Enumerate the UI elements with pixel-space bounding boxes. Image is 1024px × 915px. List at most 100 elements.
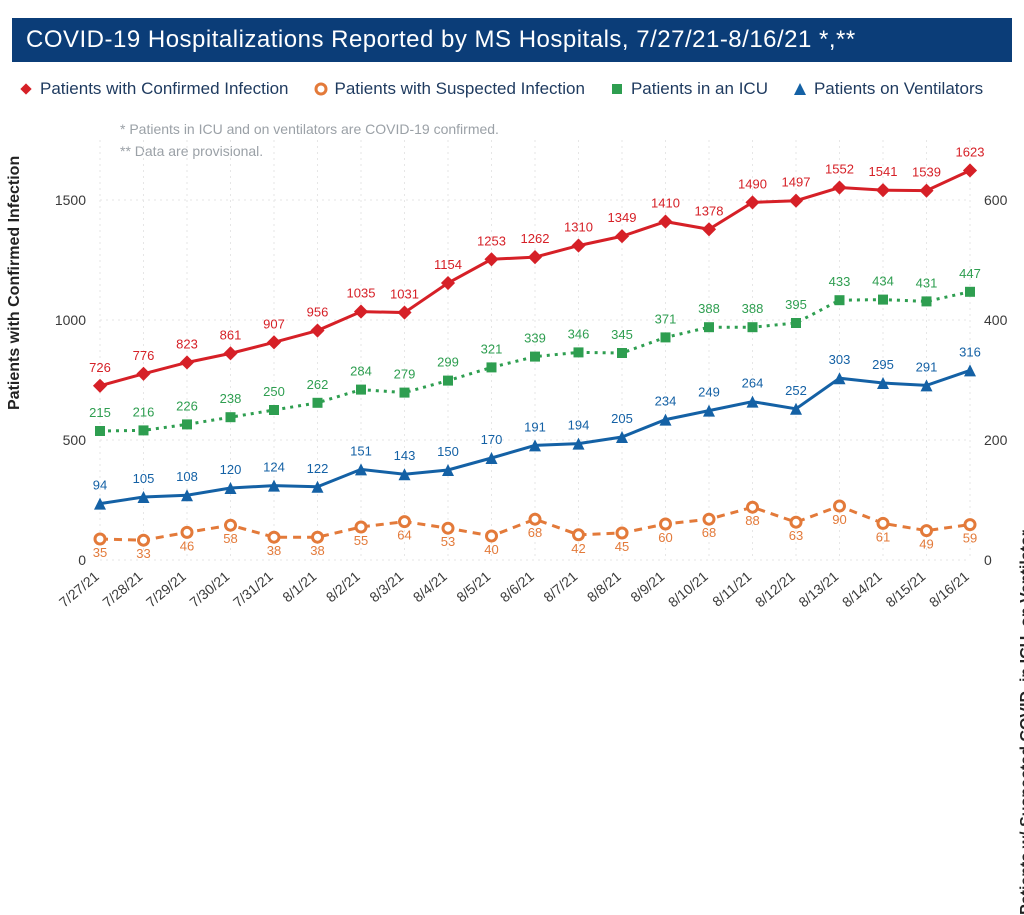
svg-text:303: 303 xyxy=(829,352,851,367)
svg-text:108: 108 xyxy=(176,469,198,484)
svg-text:42: 42 xyxy=(571,541,585,556)
svg-text:8/2/21: 8/2/21 xyxy=(323,568,363,605)
svg-text:7/28/21: 7/28/21 xyxy=(99,568,145,610)
svg-text:170: 170 xyxy=(481,432,503,447)
svg-text:1539: 1539 xyxy=(912,165,941,180)
svg-text:433: 433 xyxy=(829,274,851,289)
svg-text:262: 262 xyxy=(307,377,329,392)
svg-text:250: 250 xyxy=(263,384,285,399)
svg-text:63: 63 xyxy=(789,528,803,543)
svg-text:861: 861 xyxy=(220,327,242,342)
svg-text:1035: 1035 xyxy=(347,286,376,301)
svg-text:58: 58 xyxy=(223,531,237,546)
svg-text:388: 388 xyxy=(698,301,720,316)
svg-text:59: 59 xyxy=(963,531,977,546)
svg-text:234: 234 xyxy=(655,394,677,409)
svg-text:124: 124 xyxy=(263,460,285,475)
svg-text:1410: 1410 xyxy=(651,196,680,211)
svg-text:1154: 1154 xyxy=(434,257,462,272)
svg-text:299: 299 xyxy=(437,355,459,370)
svg-text:431: 431 xyxy=(916,275,938,290)
svg-text:8/15/21: 8/15/21 xyxy=(882,568,928,610)
svg-text:434: 434 xyxy=(872,274,894,289)
svg-text:38: 38 xyxy=(267,543,281,558)
svg-text:400: 400 xyxy=(984,312,1008,328)
svg-text:53: 53 xyxy=(441,534,455,549)
svg-text:8/7/21: 8/7/21 xyxy=(540,568,580,605)
svg-text:345: 345 xyxy=(611,327,633,342)
svg-text:200: 200 xyxy=(984,432,1008,448)
svg-text:8/9/21: 8/9/21 xyxy=(627,568,667,605)
svg-text:249: 249 xyxy=(698,385,720,400)
svg-text:8/3/21: 8/3/21 xyxy=(366,568,406,605)
svg-text:371: 371 xyxy=(655,311,677,326)
svg-text:8/5/21: 8/5/21 xyxy=(453,568,493,605)
svg-text:120: 120 xyxy=(220,462,242,477)
svg-text:7/30/21: 7/30/21 xyxy=(186,568,232,610)
svg-text:7/31/21: 7/31/21 xyxy=(230,568,276,610)
svg-text:143: 143 xyxy=(394,448,416,463)
svg-text:1541: 1541 xyxy=(869,164,898,179)
chart-canvas: 05001000150002004006007/27/217/28/217/29… xyxy=(0,0,1024,642)
svg-text:90: 90 xyxy=(832,512,846,527)
svg-text:35: 35 xyxy=(93,545,107,560)
svg-text:8/11/21: 8/11/21 xyxy=(709,568,754,610)
svg-text:61: 61 xyxy=(876,529,890,544)
svg-text:321: 321 xyxy=(481,341,503,356)
svg-text:122: 122 xyxy=(307,461,329,476)
svg-text:151: 151 xyxy=(350,443,372,458)
svg-text:38: 38 xyxy=(310,543,324,558)
svg-text:205: 205 xyxy=(611,411,633,426)
svg-text:8/13/21: 8/13/21 xyxy=(795,568,841,610)
svg-text:60: 60 xyxy=(658,530,672,545)
svg-text:8/8/21: 8/8/21 xyxy=(584,568,624,605)
svg-text:8/12/21: 8/12/21 xyxy=(752,568,798,610)
svg-text:0: 0 xyxy=(984,552,992,568)
svg-text:238: 238 xyxy=(220,391,242,406)
svg-text:339: 339 xyxy=(524,331,546,346)
svg-text:7/27/21: 7/27/21 xyxy=(56,568,102,610)
svg-text:295: 295 xyxy=(872,357,894,372)
svg-text:0: 0 xyxy=(78,552,86,568)
svg-text:1552: 1552 xyxy=(825,162,854,177)
svg-text:33: 33 xyxy=(136,546,150,561)
svg-text:1500: 1500 xyxy=(55,192,86,208)
svg-text:316: 316 xyxy=(959,344,981,359)
svg-text:8/4/21: 8/4/21 xyxy=(410,568,450,605)
svg-text:776: 776 xyxy=(133,348,155,363)
svg-text:291: 291 xyxy=(916,359,938,374)
svg-text:600: 600 xyxy=(984,192,1008,208)
svg-text:88: 88 xyxy=(745,513,759,528)
svg-text:216: 216 xyxy=(133,404,155,419)
svg-text:1497: 1497 xyxy=(782,175,811,190)
svg-text:447: 447 xyxy=(959,266,981,281)
svg-text:284: 284 xyxy=(350,364,372,379)
svg-text:40: 40 xyxy=(484,542,498,557)
svg-text:264: 264 xyxy=(742,376,764,391)
svg-text:226: 226 xyxy=(176,398,198,413)
svg-text:8/16/21: 8/16/21 xyxy=(926,568,972,610)
svg-text:64: 64 xyxy=(397,528,411,543)
svg-text:500: 500 xyxy=(63,432,87,448)
svg-text:68: 68 xyxy=(702,525,716,540)
svg-text:1253: 1253 xyxy=(477,233,506,248)
svg-text:45: 45 xyxy=(615,539,629,554)
svg-text:49: 49 xyxy=(919,537,933,552)
svg-text:55: 55 xyxy=(354,533,368,548)
svg-text:1623: 1623 xyxy=(956,144,985,159)
svg-text:1378: 1378 xyxy=(695,203,724,218)
svg-text:956: 956 xyxy=(307,305,329,320)
svg-text:1031: 1031 xyxy=(390,287,419,302)
svg-text:94: 94 xyxy=(93,478,107,493)
svg-text:8/1/21: 8/1/21 xyxy=(279,568,319,605)
svg-text:68: 68 xyxy=(528,525,542,540)
svg-text:395: 395 xyxy=(785,297,807,312)
svg-text:7/29/21: 7/29/21 xyxy=(143,568,189,610)
svg-text:907: 907 xyxy=(263,316,285,331)
svg-text:1349: 1349 xyxy=(608,210,637,225)
svg-text:8/10/21: 8/10/21 xyxy=(665,568,711,610)
svg-text:726: 726 xyxy=(89,360,111,375)
svg-text:1262: 1262 xyxy=(521,231,550,246)
svg-text:8/14/21: 8/14/21 xyxy=(839,568,885,610)
svg-text:150: 150 xyxy=(437,444,459,459)
